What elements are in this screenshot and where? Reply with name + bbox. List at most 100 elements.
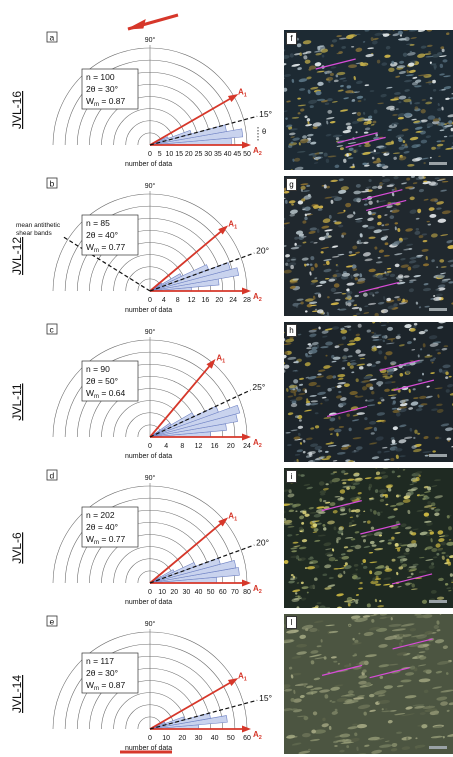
mineral-grain xyxy=(349,359,356,362)
mineral-grain xyxy=(325,552,333,556)
mineral-grain xyxy=(340,397,347,402)
mineral-grain xyxy=(347,157,354,160)
mineral-grain xyxy=(299,634,306,639)
mineral-grain xyxy=(307,193,311,197)
mineral-grain xyxy=(374,476,383,480)
mineral-grain xyxy=(305,402,312,406)
mineral-grain xyxy=(295,534,299,536)
mineral-grain xyxy=(447,439,451,442)
mineral-grain xyxy=(306,303,313,308)
mineral-grain xyxy=(384,388,390,392)
shear-band-trace xyxy=(391,573,433,585)
photo-letter-label: g xyxy=(286,178,297,191)
photomicrograph-h xyxy=(284,322,453,462)
mineral-grain xyxy=(391,209,400,213)
mineral-grain xyxy=(402,652,411,656)
mineral-grain xyxy=(428,565,435,569)
mineral-grain xyxy=(409,196,415,201)
mineral-grain xyxy=(366,603,371,608)
mineral-grain xyxy=(290,555,298,559)
mineral-grain xyxy=(427,223,432,226)
mineral-grain xyxy=(379,675,384,679)
mineral-grain xyxy=(434,639,445,644)
mineral-grain xyxy=(440,423,450,427)
mineral-grain xyxy=(379,499,385,502)
mineral-grain xyxy=(318,448,321,453)
mineral-grain xyxy=(425,558,434,561)
mineral-grain xyxy=(299,694,305,699)
mineral-grain xyxy=(315,522,322,526)
mineral-grain xyxy=(324,328,334,331)
axis-tick-label: 12 xyxy=(188,297,196,304)
mineral-grain xyxy=(391,628,406,632)
axis-tick-label: 12 xyxy=(195,443,203,450)
mineral-grain xyxy=(418,188,425,193)
shear-arrow-head xyxy=(127,19,146,30)
axis-xlabel: number of data xyxy=(125,307,172,314)
stat-n: n = 117 xyxy=(86,656,114,666)
mineral-grain xyxy=(423,436,429,440)
mineral-grain xyxy=(418,556,425,559)
mineral-grain xyxy=(417,354,420,358)
mineral-grain xyxy=(320,493,326,496)
mineral-grain xyxy=(411,349,416,351)
mineral-grain xyxy=(404,324,412,329)
mineral-grain xyxy=(408,281,414,284)
mineral-grain xyxy=(433,357,436,360)
mineral-grain xyxy=(288,509,295,513)
mineral-grain xyxy=(284,197,286,200)
mineral-grain xyxy=(438,535,446,537)
mineral-grain xyxy=(336,593,344,597)
mineral-grain xyxy=(310,304,317,307)
mineral-grain xyxy=(436,274,446,279)
mineral-grain xyxy=(441,280,449,283)
mineral-grain xyxy=(355,312,361,315)
a1-label: A1 xyxy=(228,220,237,231)
mineral-grain xyxy=(432,686,443,689)
panel-letter: c xyxy=(50,325,55,335)
mineral-grain xyxy=(347,342,356,346)
mineral-grain xyxy=(351,519,355,523)
mineral-grain xyxy=(386,184,394,188)
mineral-grain xyxy=(362,162,368,166)
mineral-grain xyxy=(300,138,309,144)
mineral-grain xyxy=(322,499,327,503)
mineral-grain xyxy=(407,52,416,56)
shear-band-trace xyxy=(315,58,356,70)
mineral-grain xyxy=(434,387,443,390)
mineral-grain xyxy=(324,450,329,453)
mineral-grain xyxy=(330,686,340,691)
mineral-grain xyxy=(284,222,290,225)
mineral-grain xyxy=(409,60,418,63)
mineral-grain xyxy=(440,701,448,706)
mineral-grain xyxy=(298,383,304,386)
mineral-grain xyxy=(336,432,339,437)
mineral-grain xyxy=(416,509,424,512)
mineral-grain xyxy=(346,486,350,490)
mineral-grain xyxy=(446,733,453,737)
mineral-grain xyxy=(299,515,305,520)
mineral-grain xyxy=(296,449,303,453)
mineral-grain xyxy=(436,696,448,701)
a1-label: A1 xyxy=(238,672,247,683)
mineral-grain xyxy=(423,161,426,165)
mineral-grain xyxy=(387,515,396,519)
mineral-grain xyxy=(284,684,291,690)
mineral-grain xyxy=(323,258,332,262)
mineral-grain xyxy=(390,457,395,462)
mineral-grain xyxy=(368,693,375,698)
mineral-grain xyxy=(286,387,289,392)
mineral-grain xyxy=(385,351,393,356)
mineral-grain xyxy=(405,547,410,553)
mineral-grain xyxy=(438,55,447,57)
mineral-grain xyxy=(448,134,453,137)
axis-tick-label: 50 xyxy=(227,735,235,742)
mineral-grain xyxy=(308,381,317,387)
mineral-grain xyxy=(327,584,336,588)
mineral-grain xyxy=(330,302,340,306)
mineral-grain xyxy=(356,363,366,366)
mineral-grain xyxy=(384,223,390,226)
mineral-grain xyxy=(372,339,380,341)
mineral-grain xyxy=(331,39,338,43)
axis-tick-label: 20 xyxy=(178,735,186,742)
